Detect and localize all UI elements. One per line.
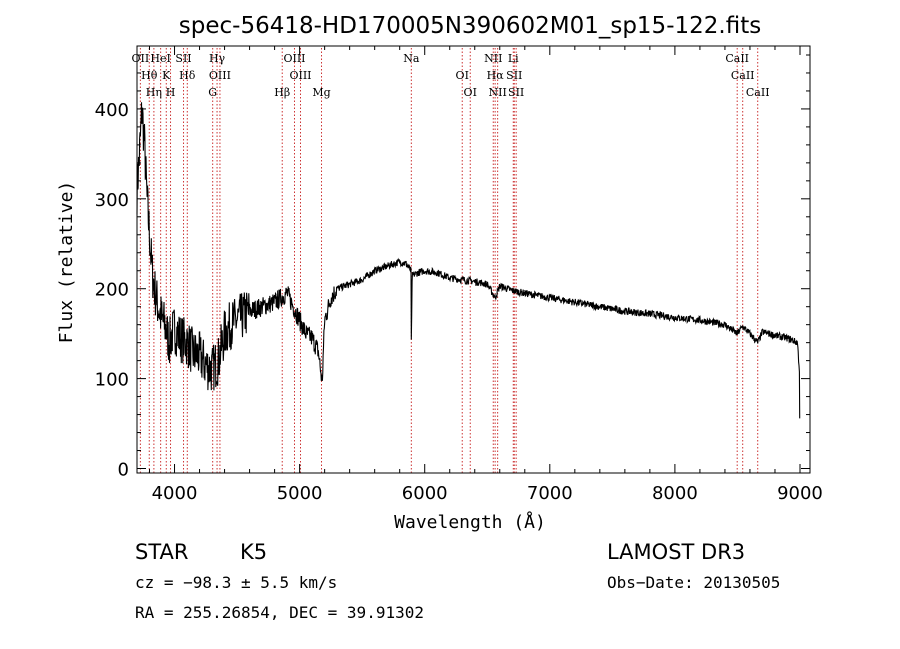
line-markers — [139, 48, 759, 473]
line-marker-label: CaII — [725, 52, 749, 65]
x-tick-label: 4000 — [152, 483, 198, 504]
line-marker-label: H — [166, 86, 176, 99]
line-marker-label: SII — [506, 69, 522, 82]
line-marker-label: OI — [464, 86, 477, 99]
line-marker-label: Hα — [487, 69, 505, 82]
x-tick-label: 6000 — [402, 483, 448, 504]
line-marker-label: Li — [508, 52, 519, 65]
flux-trace — [136, 102, 801, 419]
coordinates: RA = 255.26854, DEC = 39.91302 — [135, 603, 424, 622]
x-axis-label: Wavelength (Å) — [394, 511, 546, 533]
line-marker-labels: OIIHθHηHeIKHSIIHδGHγOIIIHβOIIIOIIIMgNaOI… — [132, 52, 770, 99]
line-marker-label: NII — [484, 52, 502, 65]
line-marker-label: Hθ — [141, 69, 158, 82]
y-tick-label: 200 — [95, 280, 129, 301]
line-marker-label: Hη — [146, 86, 162, 99]
obs-date: Obs−Date: 20130505 — [607, 573, 781, 592]
line-marker-label: OIII — [289, 69, 311, 82]
y-axis-label: Flux (relative) — [56, 181, 77, 344]
y-axis-ticks: 0 100 200 300 400 — [95, 54, 810, 481]
chart-title: spec-56418-HD170005N390602M01_sp15-122.f… — [179, 13, 761, 39]
redshift-text: cz = −98.3 ± 5.5 km/s — [135, 573, 338, 592]
y-tick-label: 400 — [95, 100, 129, 121]
line-marker-label: Hγ — [209, 52, 226, 65]
line-marker-label: K — [162, 69, 171, 82]
x-tick-label: 8000 — [652, 483, 698, 504]
x-tick-label: 9000 — [777, 483, 823, 504]
line-marker-label: OIII — [209, 69, 231, 82]
y-tick-label: 300 — [95, 190, 129, 211]
line-marker-label: OI — [456, 69, 469, 82]
line-marker-label: Na — [403, 52, 420, 65]
line-marker-label: CaII — [731, 69, 755, 82]
line-marker-label: Hδ — [179, 69, 196, 82]
plot-frame — [136, 45, 811, 474]
line-marker-label: Mg — [312, 86, 330, 99]
y-tick-label: 0 — [118, 460, 129, 481]
line-marker-label: OII — [132, 52, 150, 65]
line-marker-label: OIII — [283, 52, 305, 65]
line-marker-label: Hβ — [274, 86, 290, 99]
object-class: STAR — [135, 540, 189, 564]
line-marker-label: HeI — [150, 52, 170, 65]
line-marker-label: SII — [508, 86, 524, 99]
x-axis-ticks: 4000 5000 6000 7000 8000 9000 — [149, 46, 823, 504]
line-marker-label: G — [208, 86, 217, 99]
x-tick-label: 7000 — [527, 483, 573, 504]
survey-name: LAMOST DR3 — [607, 540, 746, 564]
line-marker-label: NII — [488, 86, 506, 99]
line-marker-label: SII — [175, 52, 191, 65]
object-subclass: K5 — [240, 540, 268, 564]
line-marker-label: CaII — [746, 86, 770, 99]
x-tick-label: 5000 — [277, 483, 323, 504]
y-tick-label: 100 — [95, 370, 129, 391]
